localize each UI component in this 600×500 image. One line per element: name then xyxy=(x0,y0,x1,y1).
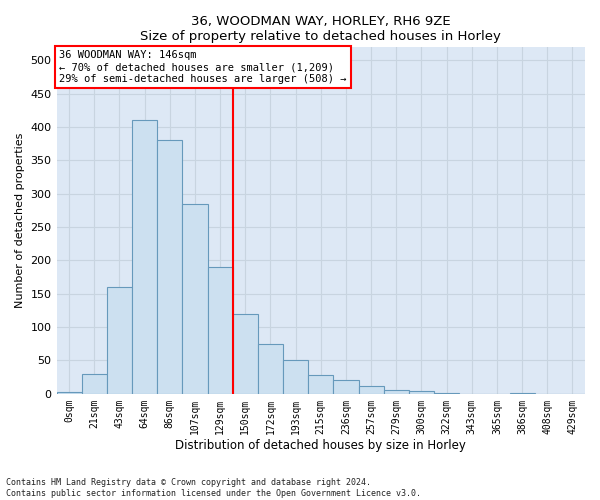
Bar xyxy=(157,140,182,394)
Bar xyxy=(258,344,283,394)
Bar xyxy=(383,390,409,394)
Bar xyxy=(182,204,208,394)
X-axis label: Distribution of detached houses by size in Horley: Distribution of detached houses by size … xyxy=(175,440,466,452)
Bar xyxy=(359,386,383,394)
Y-axis label: Number of detached properties: Number of detached properties xyxy=(15,132,25,308)
Bar xyxy=(132,120,157,394)
Bar xyxy=(509,393,535,394)
Bar xyxy=(308,375,334,394)
Text: 36 WOODMAN WAY: 146sqm
← 70% of detached houses are smaller (1,209)
29% of semi-: 36 WOODMAN WAY: 146sqm ← 70% of detached… xyxy=(59,50,347,84)
Bar xyxy=(434,393,459,394)
Bar xyxy=(283,360,308,394)
Bar xyxy=(233,314,258,394)
Bar xyxy=(107,287,132,394)
Title: 36, WOODMAN WAY, HORLEY, RH6 9ZE
Size of property relative to detached houses in: 36, WOODMAN WAY, HORLEY, RH6 9ZE Size of… xyxy=(140,15,501,43)
Bar xyxy=(334,380,359,394)
Bar xyxy=(82,374,107,394)
Text: Contains HM Land Registry data © Crown copyright and database right 2024.
Contai: Contains HM Land Registry data © Crown c… xyxy=(6,478,421,498)
Bar xyxy=(56,392,82,394)
Bar xyxy=(208,267,233,394)
Bar xyxy=(409,391,434,394)
